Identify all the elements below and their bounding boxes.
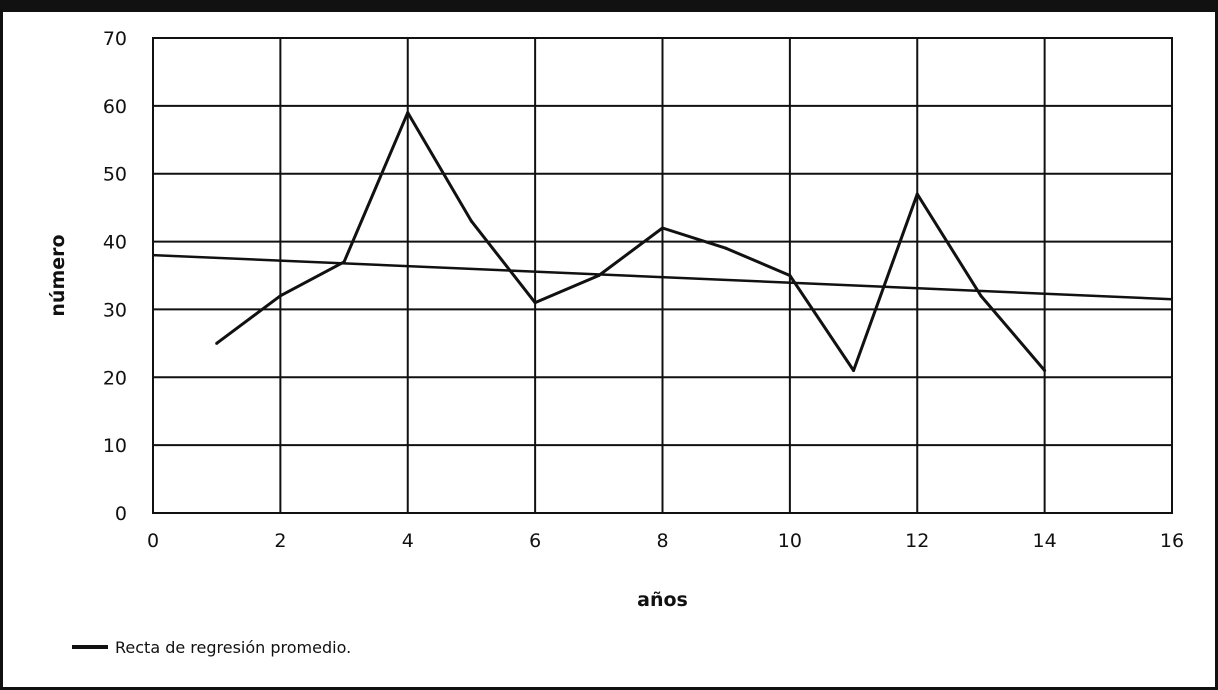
x-tick-label-2: 2 — [274, 530, 286, 552]
x-tick-label-4: 4 — [402, 530, 414, 552]
legend-label: Recta de regresión promedio. — [115, 638, 351, 657]
data-point — [469, 219, 473, 223]
x-axis-label: años — [637, 589, 688, 611]
data-point — [533, 301, 537, 305]
data-point — [724, 246, 728, 250]
y-tick-label-60: 60 — [103, 96, 127, 118]
data-series-line — [215, 111, 1046, 372]
y-tick-labels: 0 10 20 30 40 50 60 70 — [103, 28, 127, 525]
y-axis-label: número — [47, 234, 69, 316]
x-tick-label-0: 0 — [147, 530, 159, 552]
data-point — [661, 226, 664, 230]
y-tick-label-20: 20 — [103, 367, 127, 389]
x-tick-label-14: 14 — [1033, 530, 1057, 552]
x-tick-label-6: 6 — [529, 530, 541, 552]
y-tick-label-10: 10 — [103, 435, 127, 457]
data-point — [1043, 369, 1047, 372]
vertical-gridlines — [152, 38, 1173, 513]
data-point — [597, 274, 601, 277]
data-points — [215, 111, 1047, 372]
data-point — [852, 369, 856, 372]
plot-border — [152, 37, 1173, 514]
y-tick-label-40: 40 — [103, 232, 127, 254]
data-point — [342, 260, 346, 264]
x-tick-label-10: 10 — [778, 530, 802, 552]
y-tick-label-30: 30 — [103, 299, 127, 321]
y-tick-label-0: 0 — [115, 503, 127, 525]
x-tick-label-8: 8 — [656, 530, 668, 552]
data-point — [915, 192, 919, 196]
x-tick-labels: 0 2 4 6 8 10 12 14 16 — [147, 530, 1184, 552]
data-point — [406, 111, 410, 115]
data-point — [278, 294, 282, 298]
y-tick-label-70: 70 — [103, 28, 127, 50]
data-point — [979, 294, 983, 298]
regression-line — [152, 253, 1173, 301]
data-point — [215, 341, 219, 345]
data-point — [788, 274, 792, 277]
x-tick-label-16: 16 — [1160, 530, 1184, 552]
y-tick-label-50: 50 — [103, 164, 127, 186]
x-tick-label-12: 12 — [905, 530, 929, 552]
